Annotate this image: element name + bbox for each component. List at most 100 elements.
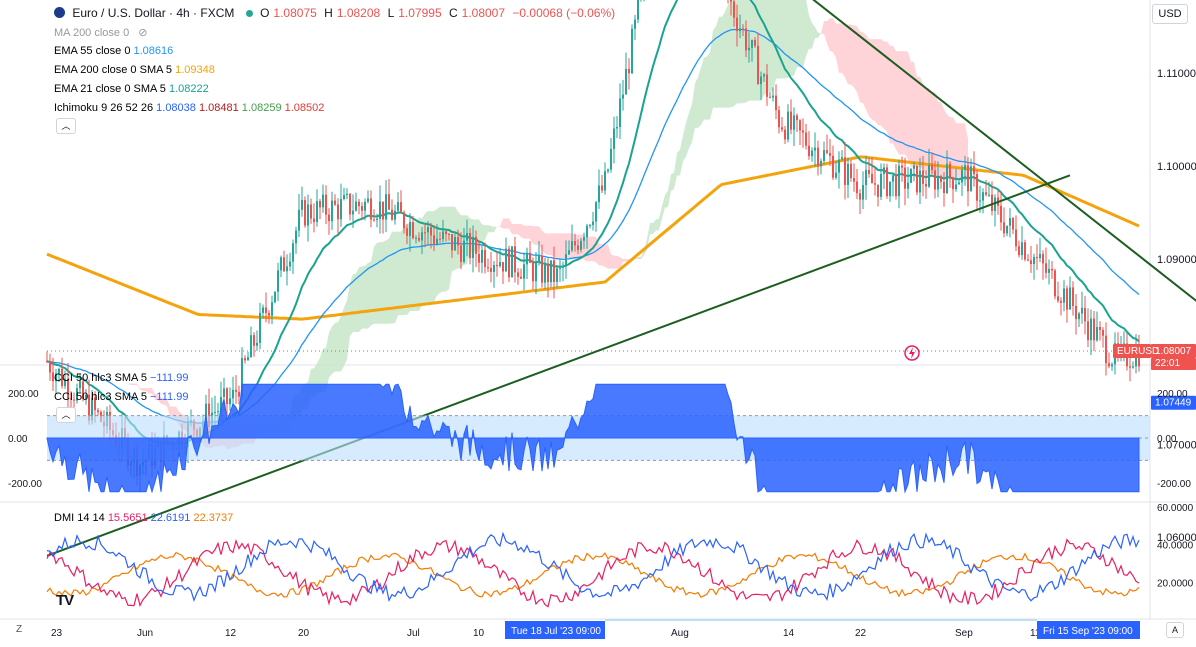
cloud-segment: [716, 16, 719, 108]
ohlc-close-key: C: [448, 6, 458, 20]
candle-body: [628, 68, 630, 74]
cloud-segment: [542, 230, 545, 254]
cloud-segment: [434, 208, 437, 303]
candle-body: [829, 152, 831, 156]
price-tag-trend-bg: [1151, 395, 1196, 410]
candle-body: [1108, 363, 1110, 367]
cloud-segment: [593, 236, 596, 263]
candle-body: [820, 160, 822, 167]
candle-body: [469, 233, 471, 258]
ichimoku-legend[interactable]: Ichimoku 9 26 52 26 1.08038 1.08481 1.08…: [54, 102, 324, 114]
candle-body: [55, 373, 57, 382]
candle-body: [205, 403, 207, 421]
candle-body: [925, 183, 927, 187]
dmi-plus-line: [46, 531, 1140, 603]
ema55-legend[interactable]: EMA 55 close 0 1.08616: [54, 45, 173, 57]
candle-body: [1042, 253, 1044, 264]
ohlc-low: 1.07995: [398, 6, 442, 20]
cloud-segment: [482, 224, 485, 242]
cloud-segment: [548, 233, 551, 256]
currency-button[interactable]: USD: [1152, 4, 1188, 24]
collapse-legend-button[interactable]: ︿: [56, 118, 76, 134]
dmi-tick: 60.0000: [1157, 503, 1194, 514]
candle-body: [592, 221, 594, 225]
candle-body: [283, 257, 285, 272]
cloud-segment: [659, 205, 662, 231]
candle-body: [886, 167, 888, 197]
candle-body: [577, 245, 579, 250]
cloud-segment: [692, 83, 695, 143]
dmi-legend[interactable]: DMI 14 14 15.5651 22.6191 22.3737: [54, 512, 233, 524]
ichimoku-cloud: [98, 0, 968, 449]
cloud-segment: [410, 221, 413, 312]
auto-scale-button[interactable]: A: [1166, 622, 1184, 638]
candle-body: [454, 237, 456, 251]
hidden-eye-icon[interactable]: ⊘: [138, 27, 148, 39]
candle-body: [808, 145, 810, 157]
symbol-title[interactable]: Euro / U.S. Dollar · 4h · FXCM: [72, 6, 235, 20]
candle-body: [505, 248, 507, 272]
ma200-label: MA 200 close 0: [54, 27, 130, 39]
candle-body: [928, 164, 930, 187]
ma200-legend[interactable]: MA 200 close 0 ⊘: [54, 26, 148, 39]
cci-value-2: −111.99: [150, 391, 189, 403]
candle-body: [520, 276, 522, 279]
candle-body: [457, 237, 459, 246]
candle-body: [394, 210, 396, 220]
cloud-segment: [647, 222, 650, 250]
cloud-segment: [149, 388, 152, 394]
support-trendline: [46, 174, 1071, 557]
cloud-segment: [524, 225, 527, 239]
candle-body: [616, 127, 618, 129]
time-tick: Jun: [137, 628, 153, 639]
candle-body: [589, 224, 591, 226]
cloud-segment: [368, 261, 371, 329]
cloud-segment: [947, 114, 950, 179]
cloud-segment: [722, 11, 725, 108]
cloud-segment: [650, 222, 653, 234]
cloud-segment: [155, 394, 158, 400]
cloud-segment: [704, 56, 707, 120]
cloud-segment: [707, 52, 710, 120]
ema21-legend[interactable]: EMA 21 close 0 SMA 5 1.08222: [54, 83, 209, 95]
candle-body: [796, 115, 798, 121]
cloud-segment: [143, 388, 146, 391]
cloud-segment: [959, 123, 962, 181]
cloud-segment: [383, 240, 386, 324]
cloud-segment: [776, 0, 779, 79]
candle-body: [973, 166, 975, 175]
cloud-segment: [320, 348, 323, 393]
time-tick: Aug: [671, 628, 689, 639]
candle-body: [265, 307, 267, 313]
candle-body: [991, 194, 993, 211]
candle-body: [391, 209, 393, 220]
candle-body: [913, 165, 915, 169]
cci-legend-2[interactable]: CCI 50 hlc3 SMA 5 −111.99: [54, 391, 188, 403]
candle-body: [790, 111, 792, 130]
cloud-segment: [128, 383, 131, 386]
price-change: −0.00068 (−0.06%): [512, 6, 616, 20]
candle-body: [352, 210, 354, 215]
cloud-segment: [611, 254, 614, 269]
candle-body: [775, 95, 777, 111]
cloud-segment: [623, 259, 626, 262]
candle-body: [871, 173, 873, 184]
ema200-legend[interactable]: EMA 200 close 0 SMA 5 1.09348: [54, 64, 215, 76]
candle-body: [1096, 326, 1098, 341]
candle-body: [757, 45, 759, 85]
cloud-segment: [794, 0, 797, 76]
candle-body: [1039, 253, 1041, 259]
candle-body: [553, 260, 555, 282]
price-tag-current-bg: [1151, 343, 1196, 358]
collapse-cci-button[interactable]: ︿: [56, 407, 76, 423]
candle-body: [802, 130, 804, 133]
cci-legend-1[interactable]: CCI 50 hlc3 SMA 5 −111.99: [54, 372, 188, 384]
candle-body: [529, 252, 531, 263]
candle-body: [274, 291, 276, 303]
candle-body: [754, 40, 756, 46]
candle-body: [424, 232, 426, 234]
candle-body: [250, 335, 252, 358]
timezone-z-button[interactable]: Z: [16, 624, 23, 635]
